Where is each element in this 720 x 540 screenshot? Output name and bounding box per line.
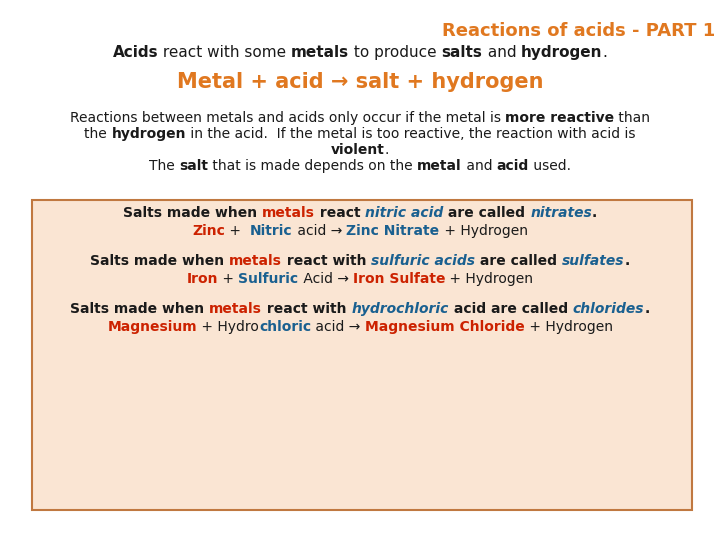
Text: are called: are called bbox=[475, 254, 562, 268]
Text: chlorides: chlorides bbox=[573, 302, 644, 316]
Text: + Hydrogen: + Hydrogen bbox=[440, 224, 528, 238]
Text: .: . bbox=[625, 254, 630, 268]
Text: Magnesium Chloride: Magnesium Chloride bbox=[365, 320, 525, 334]
Text: hydrochloric: hydrochloric bbox=[351, 302, 449, 316]
Text: the: the bbox=[84, 127, 112, 141]
Text: Iron Sulfate: Iron Sulfate bbox=[353, 272, 446, 286]
Text: react with: react with bbox=[282, 254, 372, 268]
Text: acid →: acid → bbox=[293, 224, 346, 238]
Text: metal: metal bbox=[417, 159, 462, 173]
Text: react: react bbox=[315, 206, 365, 220]
Text: in the acid.  If the metal is too reactive, the reaction with acid is: in the acid. If the metal is too reactiv… bbox=[186, 127, 636, 141]
Text: are called: are called bbox=[444, 206, 530, 220]
Text: metals: metals bbox=[291, 45, 349, 60]
Text: Salts made when: Salts made when bbox=[122, 206, 262, 220]
Text: Zinc: Zinc bbox=[192, 224, 225, 238]
Text: + Hydrogen: + Hydrogen bbox=[446, 272, 534, 286]
Text: +: + bbox=[225, 224, 250, 238]
Text: more reactive: more reactive bbox=[505, 111, 614, 125]
Text: salt: salt bbox=[179, 159, 208, 173]
Text: Reactions between metals and acids only occur if the metal is: Reactions between metals and acids only … bbox=[70, 111, 505, 125]
Text: .: . bbox=[592, 206, 598, 220]
Text: acid are called: acid are called bbox=[449, 302, 573, 316]
Text: Salts made when: Salts made when bbox=[90, 254, 229, 268]
Text: Acids: Acids bbox=[112, 45, 158, 60]
Text: hydrogen: hydrogen bbox=[112, 127, 186, 141]
Text: .: . bbox=[644, 302, 649, 316]
Text: Nitric: Nitric bbox=[250, 224, 293, 238]
Text: nitrates: nitrates bbox=[530, 206, 592, 220]
Text: Salts made when: Salts made when bbox=[71, 302, 210, 316]
Text: and: and bbox=[462, 159, 497, 173]
Text: sulfuric acids: sulfuric acids bbox=[372, 254, 475, 268]
Text: violent: violent bbox=[331, 143, 384, 157]
Text: that is made depends on the: that is made depends on the bbox=[208, 159, 417, 173]
Text: The: The bbox=[149, 159, 179, 173]
Text: acid →: acid → bbox=[311, 320, 365, 334]
Text: metals: metals bbox=[229, 254, 282, 268]
Text: nitric acid: nitric acid bbox=[365, 206, 444, 220]
Text: Zinc Nitrate: Zinc Nitrate bbox=[346, 224, 440, 238]
Text: react with some: react with some bbox=[158, 45, 291, 60]
Text: to produce: to produce bbox=[349, 45, 442, 60]
Text: Magnesium: Magnesium bbox=[107, 320, 197, 334]
Text: salts: salts bbox=[442, 45, 482, 60]
Text: acid: acid bbox=[497, 159, 529, 173]
Text: Acid →: Acid → bbox=[299, 272, 353, 286]
Text: Sulfuric: Sulfuric bbox=[238, 272, 299, 286]
Text: + Hydrogen: + Hydrogen bbox=[525, 320, 613, 334]
Text: .: . bbox=[384, 143, 389, 157]
Text: Iron: Iron bbox=[186, 272, 218, 286]
Text: .: . bbox=[603, 45, 608, 60]
Text: and: and bbox=[482, 45, 521, 60]
Text: + Hydro: + Hydro bbox=[197, 320, 259, 334]
Text: metals: metals bbox=[210, 302, 262, 316]
Text: metals: metals bbox=[262, 206, 315, 220]
Text: sulfates: sulfates bbox=[562, 254, 625, 268]
Text: than: than bbox=[614, 111, 650, 125]
Text: hydrogen: hydrogen bbox=[521, 45, 603, 60]
Text: +: + bbox=[218, 272, 238, 286]
Text: Metal + acid → salt + hydrogen: Metal + acid → salt + hydrogen bbox=[176, 72, 544, 92]
Text: react with: react with bbox=[262, 302, 351, 316]
Text: chloric: chloric bbox=[259, 320, 311, 334]
Text: Reactions of acids - PART 1: Reactions of acids - PART 1 bbox=[442, 22, 715, 40]
Text: used.: used. bbox=[529, 159, 571, 173]
